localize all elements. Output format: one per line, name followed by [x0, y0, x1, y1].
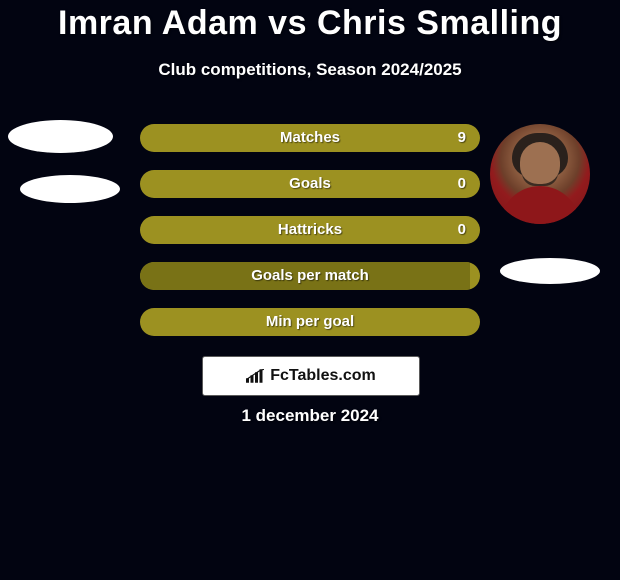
avatar-brow: [526, 152, 554, 165]
chart-icon: [246, 369, 264, 383]
avatar-beard: [522, 168, 558, 186]
stat-bars: Matches 9 Goals 0 Hattricks 0 Goals per …: [140, 124, 480, 354]
page-subtitle: Club competitions, Season 2024/2025: [0, 60, 620, 80]
brand-text: FcTables.com: [270, 367, 376, 385]
stat-right-value: 9: [458, 124, 466, 152]
right-player-secondary-shape: [500, 258, 600, 284]
stat-label: Hattricks: [140, 216, 480, 244]
comparison-card: Imran Adam vs Chris Smalling Club compet…: [0, 0, 620, 580]
brand-badge[interactable]: FcTables.com: [202, 356, 420, 396]
stat-right-value: 0: [458, 170, 466, 198]
avatar-jersey: [500, 186, 580, 224]
stat-label: Goals per match: [140, 262, 480, 290]
stat-label: Min per goal: [140, 308, 480, 336]
left-player-avatar: [8, 120, 113, 153]
page-title: Imran Adam vs Chris Smalling: [0, 4, 620, 43]
stat-bar: Goals 0: [140, 170, 480, 198]
stat-bar: Min per goal: [140, 308, 480, 336]
right-player-avatar: [490, 124, 590, 224]
stat-bar: Goals per match: [140, 262, 480, 290]
date-text: 1 december 2024: [0, 406, 620, 426]
stat-label: Goals: [140, 170, 480, 198]
left-player-secondary-shape: [20, 175, 120, 203]
stat-right-value: 0: [458, 216, 466, 244]
stat-label: Matches: [140, 124, 480, 152]
stat-bar: Matches 9: [140, 124, 480, 152]
stat-bar: Hattricks 0: [140, 216, 480, 244]
